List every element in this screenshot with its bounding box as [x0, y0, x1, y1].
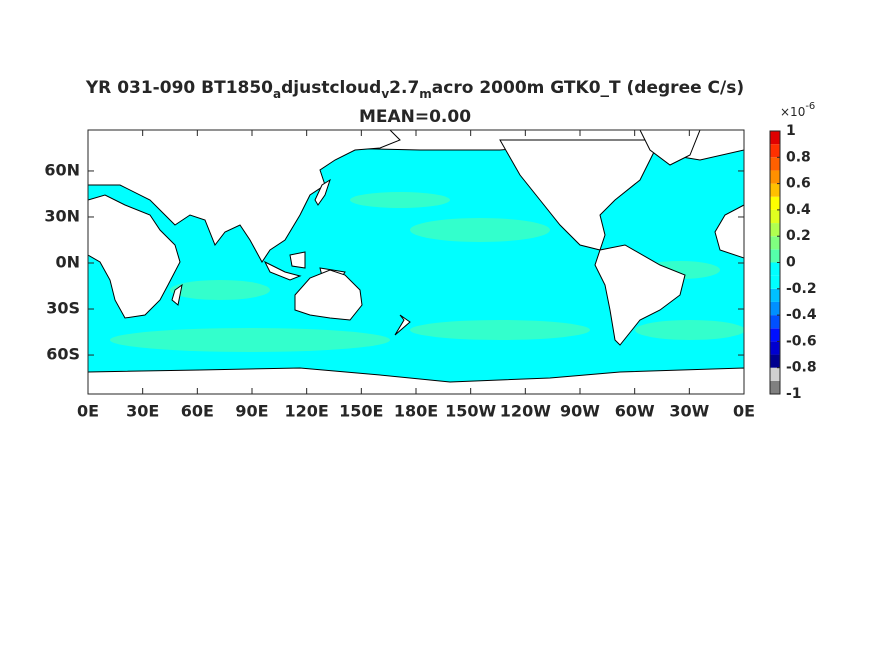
- patch: [110, 328, 390, 352]
- colorbar-segment: [770, 288, 780, 302]
- x-tick-label: 150E: [339, 402, 383, 421]
- colorbar-segment: [770, 380, 780, 394]
- colorbar-segment: [770, 196, 780, 210]
- title-text: djustcloud: [281, 78, 381, 98]
- colorbar-tick-label: 0.6: [786, 176, 811, 192]
- y-tick-label: 30N: [44, 206, 80, 225]
- y-tick-label: 60N: [44, 160, 80, 179]
- x-tick-label: 120W: [500, 402, 551, 421]
- colorbar-tick-label: -0.2: [786, 281, 817, 297]
- colorbar-segment: [770, 236, 780, 250]
- x-tick-label: 60W: [615, 402, 655, 421]
- map: [88, 130, 744, 394]
- africa-west: [714, 204, 744, 259]
- colorbar-tick-label: -0.4: [786, 307, 817, 323]
- x-tick-label: 90W: [560, 402, 600, 421]
- patch: [410, 218, 550, 242]
- madagascar: [171, 283, 183, 306]
- colorbar-segment: [770, 275, 780, 289]
- colorbar-segment: [770, 315, 780, 329]
- colorbar-segment: [770, 249, 780, 263]
- patch: [635, 320, 744, 340]
- colorbar-tick-label: 0.8: [786, 149, 811, 165]
- colorbar-segment: [770, 262, 780, 276]
- colorbar-tick-label: -1: [786, 386, 802, 402]
- colorbar-segment: [770, 157, 780, 171]
- colorbar-segment: [770, 209, 780, 224]
- new-zealand: [394, 314, 411, 336]
- colorbar-segment: [770, 223, 780, 237]
- x-tick-label: 90E: [235, 402, 268, 421]
- exponent-power: -6: [805, 101, 815, 112]
- x-tick-label: 30E: [126, 402, 159, 421]
- x-tick-label: 60E: [181, 402, 214, 421]
- antarctica: [88, 367, 744, 394]
- x-tick-label: 30W: [669, 402, 709, 421]
- title: YR 031-090 BT1850adjustcloudv2.7macro 20…: [85, 78, 744, 101]
- colorbar-tick-label: 1: [786, 123, 796, 139]
- title-subscript: m: [419, 87, 432, 101]
- x-tick-label: 0E: [733, 402, 755, 421]
- australia: [294, 269, 363, 321]
- africa: [88, 194, 181, 319]
- colorbar-tick-label: 0.2: [786, 228, 811, 244]
- y-tick-label: 0N: [55, 252, 80, 271]
- colorbar-segment: [770, 328, 780, 342]
- colorbar-segment: [770, 367, 780, 381]
- colorbar-tick-label: 0.4: [786, 202, 811, 218]
- x-tick-label: 150W: [445, 402, 496, 421]
- japan: [314, 178, 331, 206]
- colorbar-tick-label: 0: [786, 255, 796, 271]
- y-tick-label: 30S: [46, 299, 80, 318]
- colorbar-segment: [770, 131, 780, 145]
- indonesia: [263, 260, 302, 281]
- colorbar-segment: [770, 301, 780, 316]
- patch: [350, 192, 450, 208]
- patch: [410, 320, 590, 340]
- borneo: [289, 251, 306, 269]
- colorbar-segment: [770, 341, 780, 355]
- colorbar-tick-label: -0.6: [786, 333, 817, 349]
- x-tick-label: 180E: [394, 402, 438, 421]
- y-tick-label: 60S: [46, 345, 80, 364]
- x-tick-label: 120E: [285, 402, 329, 421]
- title-text: YR 031-090 BT1850: [85, 78, 273, 98]
- colorbar-segment: [770, 144, 780, 158]
- colorbar-segment: [770, 170, 780, 184]
- colorbar-segment: [770, 183, 780, 197]
- greenland: [639, 130, 701, 166]
- south-america: [594, 244, 686, 346]
- colorbar-exponent: ×10-6: [780, 101, 815, 119]
- exponent-base: ×10: [780, 105, 805, 119]
- title-text: acro 2000m GTK0_T (degree C/s): [432, 78, 744, 98]
- title-subscript: a: [273, 87, 281, 101]
- colorbar-segment: [770, 354, 780, 368]
- patch: [170, 280, 270, 300]
- subtitle: MEAN=0.00: [359, 107, 471, 127]
- colorbar-tick-label: -0.8: [786, 360, 817, 376]
- eurasia: [88, 130, 401, 263]
- x-tick-label: 0E: [77, 402, 99, 421]
- title-text: 2.7: [389, 78, 419, 98]
- title-subscript: v: [381, 87, 389, 101]
